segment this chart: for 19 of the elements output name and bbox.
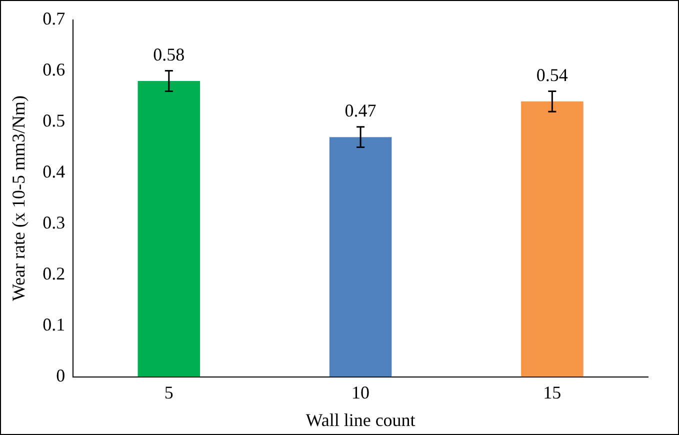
y-tick-label: 0.7 [42,8,66,29]
y-tick-label: 0.3 [42,212,66,233]
x-axis-title: Wall line count [306,410,416,430]
x-tick-label: 15 [543,382,562,402]
data-label: 0.54 [536,64,568,85]
bar [138,81,200,377]
y-tick-label: 0.6 [42,60,66,80]
x-tick-label: 5 [164,382,174,402]
data-label: 0.58 [153,44,185,65]
bar [521,101,584,377]
y-axis-title: Wear rate (x 10-5 mm3/Nm) [8,96,29,302]
y-tick-label: 0.5 [42,110,66,131]
data-label: 0.47 [344,100,376,121]
y-tick-label: 0.1 [42,314,66,335]
x-tick-label: 10 [352,382,370,402]
y-tick-label: 0.4 [42,162,66,182]
y-tick-label: 0.2 [42,264,66,284]
bar [329,137,392,377]
y-tick-label: 0 [56,366,66,386]
